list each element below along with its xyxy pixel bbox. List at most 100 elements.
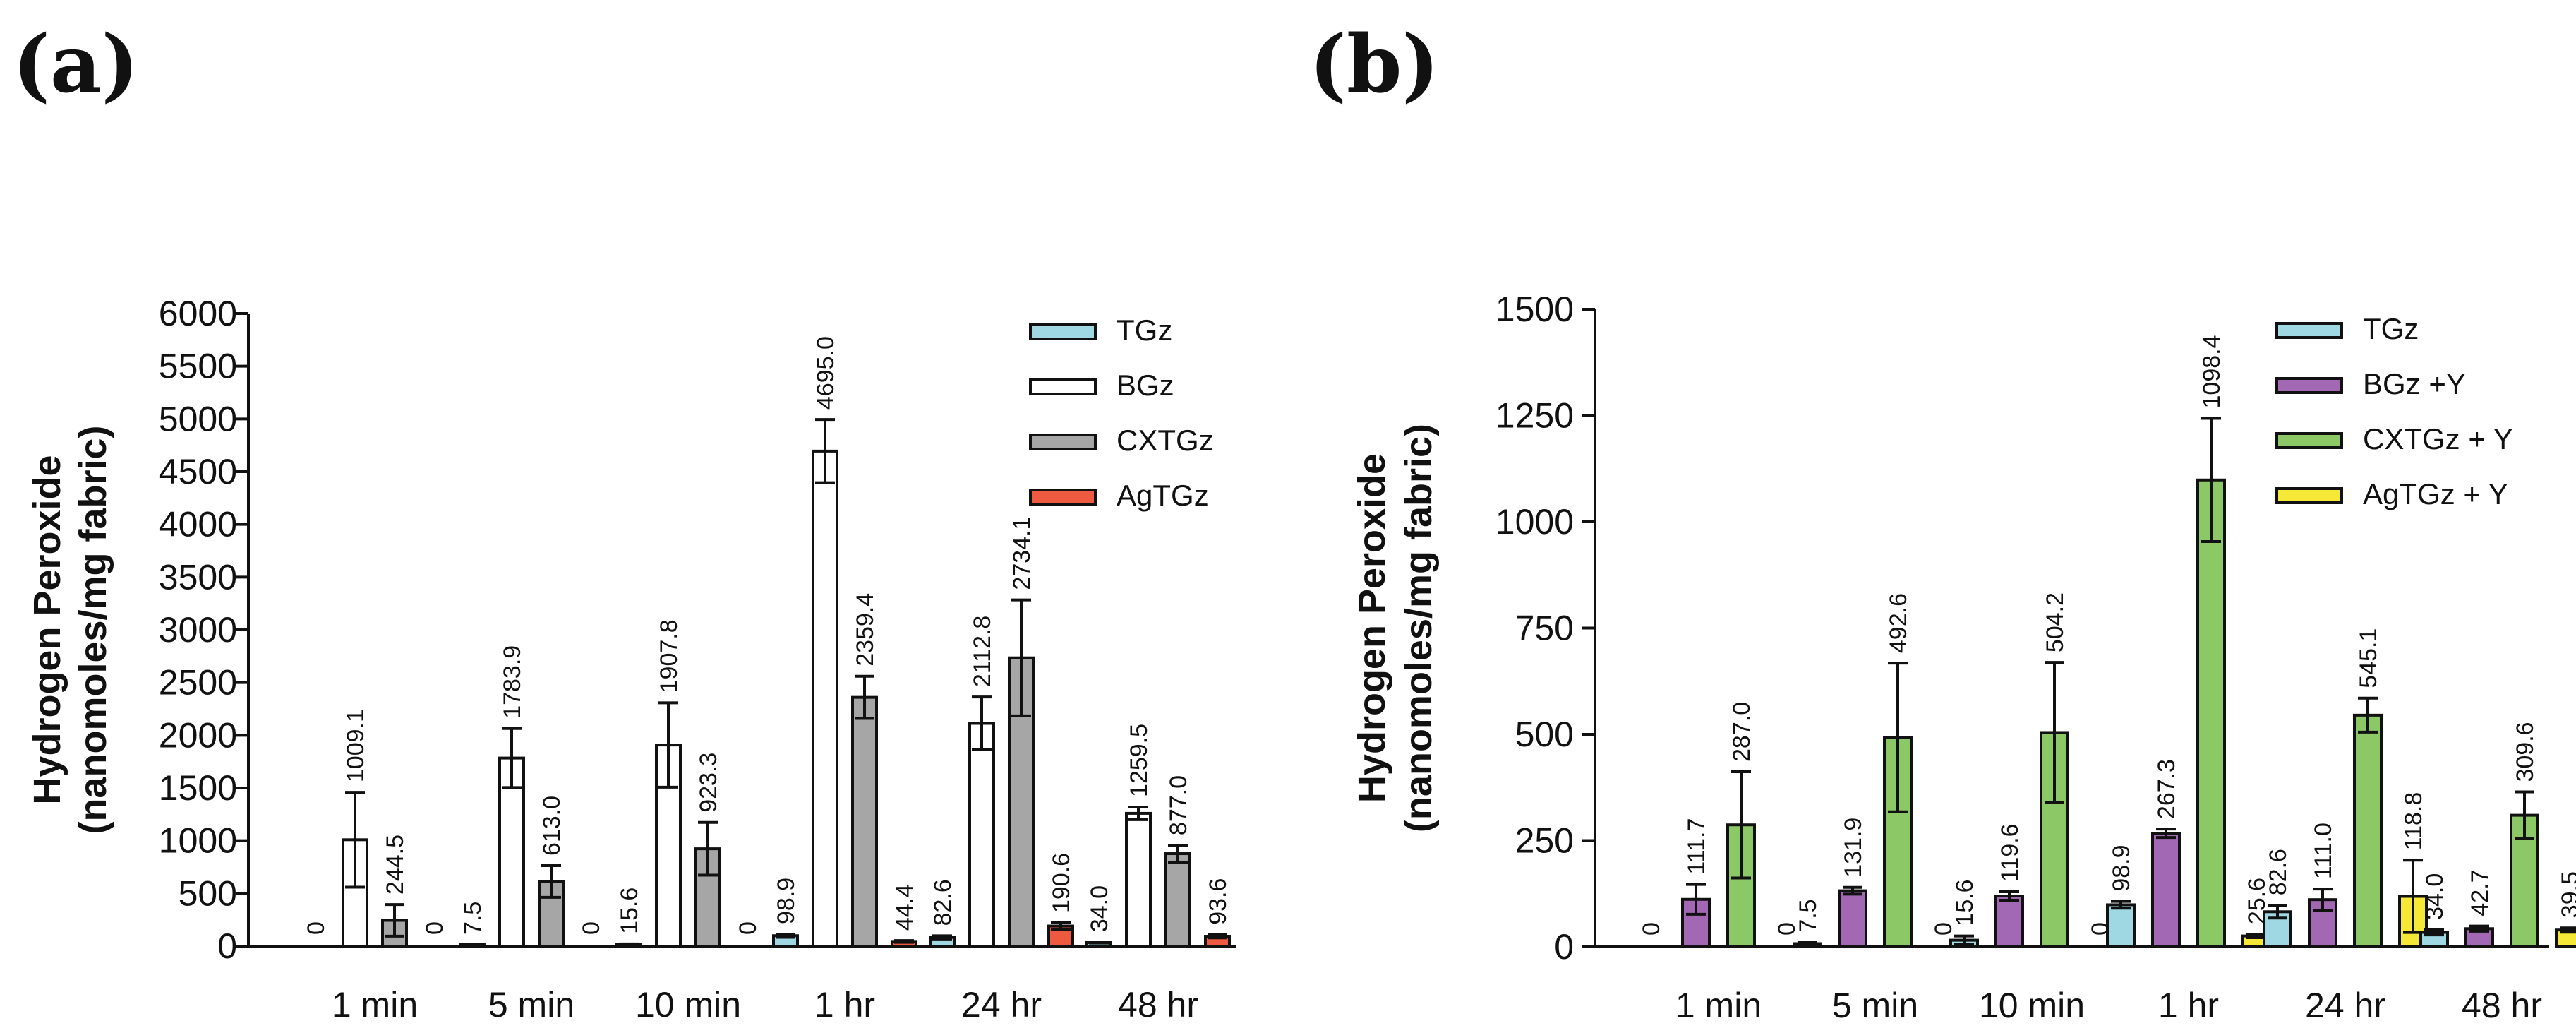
data-label: 1009.1	[342, 709, 369, 782]
x-tick-label-b: 1 min	[1675, 986, 1762, 1025]
legend-label-a: AgTGz	[1117, 479, 1209, 512]
data-label: 244.5	[382, 835, 409, 895]
data-label: 492.6	[1885, 593, 1912, 653]
x-tick-label-a: 48 hr	[1118, 985, 1198, 1025]
data-label: 93.6	[1205, 878, 1232, 925]
y-tick-label-b: 1000	[1495, 502, 1574, 542]
data-label: 0	[1930, 922, 1957, 936]
y-tick-label-a: 5500	[159, 347, 237, 386]
legend-swatch-b	[2275, 432, 2343, 449]
data-label: 82.6	[2265, 849, 2292, 895]
legend-label-a: BGz	[1117, 369, 1174, 402]
legend-swatch-b	[2275, 377, 2343, 394]
y-tick-label-a: 0	[217, 926, 237, 966]
y-tick-label-b: 250	[1515, 821, 1574, 861]
bar-b-cxtgzy-0	[1726, 823, 1756, 948]
data-label: 0	[1638, 922, 1665, 936]
data-label: 2112.8	[969, 616, 996, 687]
legend-swatch-b	[2275, 487, 2343, 504]
data-label: 111.0	[2310, 823, 2337, 879]
data-label: 504.2	[2042, 592, 2069, 652]
y-tick-label-b: 500	[1515, 715, 1574, 754]
data-label: 0	[735, 921, 762, 935]
y-tick-label-a: 4500	[159, 452, 237, 491]
y-axis-title-b: Hydrogen Peroxide	[1351, 453, 1393, 803]
bar-b-tgz-3	[2106, 903, 2136, 948]
bar-a-bgz-4	[968, 722, 995, 948]
x-tick-label-a: 24 hr	[961, 985, 1042, 1025]
data-label: 267.3	[2153, 759, 2180, 819]
data-label: 98.9	[773, 878, 800, 924]
legend-label-b: TGz	[2363, 312, 2419, 345]
legend-swatch-b	[2275, 322, 2343, 339]
y-tick-label-a: 4000	[159, 505, 237, 544]
y-axis-subtitle-b: (nanomoles/mg fabric)	[1397, 424, 1440, 832]
data-label: 7.5	[1795, 899, 1822, 932]
data-label: 1259.5	[1126, 724, 1152, 797]
data-label: 1907.8	[656, 619, 682, 693]
data-label: 877.0	[1165, 775, 1192, 835]
data-label: 111.7	[1683, 818, 1710, 875]
data-label: 1098.4	[2198, 335, 2225, 408]
y-tick-label-a: 5000	[159, 399, 237, 438]
legend-label-b: AgTGz + Y	[2363, 477, 2508, 510]
x-tick-label-a: 10 min	[635, 985, 741, 1025]
bar-b-bgzy-3	[2151, 832, 2181, 949]
data-label: 309.6	[2512, 722, 2539, 782]
bar-b-bgzy-1	[1838, 889, 1867, 948]
legend-label-b: CXTGz + Y	[2363, 422, 2513, 455]
bar-b-bgzy-0	[1681, 897, 1711, 948]
data-label: 42.7	[2467, 869, 2493, 916]
data-label: 34.0	[1086, 885, 1113, 932]
data-label: 34.0	[2421, 873, 2448, 920]
data-label: 118.8	[2400, 792, 2427, 851]
bar-a-cxtgz-5	[1164, 852, 1191, 948]
x-tick-label-b: 24 hr	[2305, 986, 2385, 1025]
data-label: 923.3	[695, 753, 722, 813]
y-axis-subtitle-a: (nanomoles/mg fabric)	[72, 425, 114, 834]
panel-label-b: (b)	[1309, 18, 1439, 111]
legend-swatch-a	[1029, 489, 1097, 506]
y-tick-label-a: 3500	[159, 557, 237, 597]
data-label: 0	[421, 921, 448, 935]
data-label: 545.1	[2355, 628, 2382, 688]
data-label: 1783.9	[499, 645, 526, 719]
y-tick-label-b: 1500	[1495, 289, 1574, 329]
x-tick-label-a: 5 min	[488, 985, 574, 1025]
data-label: 119.6	[1997, 823, 2023, 882]
data-label: 287.0	[1728, 702, 1755, 762]
bar-a-bgz-1	[498, 756, 525, 948]
legend-label-b: BGz +Y	[2363, 367, 2466, 400]
data-label: 2734.1	[1009, 517, 1035, 590]
data-label: 15.6	[616, 888, 643, 934]
data-label: 190.6	[1048, 853, 1075, 913]
y-tick-label-a: 1500	[159, 768, 237, 808]
y-tick-label-b: 1250	[1495, 396, 1574, 436]
chart-a: 0 500 1000 1500 2000 2500 3000 3500 4000 4500 5000…	[26, 294, 1236, 1025]
y-tick-label-a: 2000	[159, 715, 237, 755]
legend-label-a: TGz	[1117, 314, 1172, 347]
data-label: 39.5	[2557, 871, 2576, 918]
y-tick-label-a: 500	[179, 873, 237, 913]
x-tick-label-b: 10 min	[1979, 986, 2085, 1025]
y-axis-title-a: Hydrogen Peroxide	[26, 455, 68, 804]
panel-label-a: (a)	[13, 18, 139, 111]
data-label: 613.0	[538, 796, 565, 856]
data-label: 98.9	[2108, 844, 2135, 891]
legend-swatch-a	[1029, 434, 1097, 450]
x-tick-label-a: 1 min	[332, 985, 418, 1025]
bar-a-bgz-3	[812, 449, 838, 948]
y-tick-label-a: 2500	[159, 663, 237, 703]
bar-b-bgzy-2	[1994, 895, 2024, 949]
data-label: 4695.0	[812, 336, 839, 410]
data-label: 131.9	[1840, 818, 1867, 878]
data-label: 2359.4	[852, 593, 879, 667]
data-label: 15.6	[1951, 879, 1978, 926]
legend-swatch-a	[1029, 323, 1097, 340]
chart-b: 0 250 500 750 1000 1250 1500 Hydrogen Peroxide(…	[1351, 289, 2576, 1025]
x-tick-label-a: 1 hr	[814, 985, 875, 1025]
bar-b-cxtgzy-4	[2353, 713, 2383, 948]
bar-a-cxtgz-3	[851, 695, 878, 948]
data-label: 0	[303, 921, 330, 935]
